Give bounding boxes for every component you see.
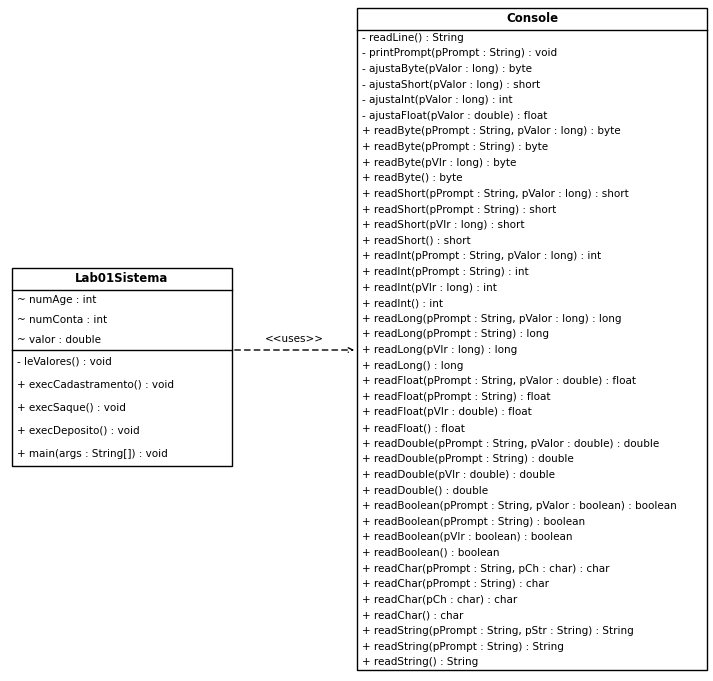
Text: + readFloat(pPrompt : String) : float: + readFloat(pPrompt : String) : float: [362, 392, 550, 402]
Text: + readLong() : long: + readLong() : long: [362, 361, 463, 370]
Text: + readShort(pVlr : long) : short: + readShort(pVlr : long) : short: [362, 220, 525, 230]
Text: + readString(pPrompt : String, pStr : String) : String: + readString(pPrompt : String, pStr : St…: [362, 626, 634, 636]
Text: ~ numAge : int: ~ numAge : int: [17, 295, 96, 305]
Text: + readFloat(pVlr : double) : float: + readFloat(pVlr : double) : float: [362, 407, 532, 417]
Text: + readDouble(pVlr : double) : double: + readDouble(pVlr : double) : double: [362, 470, 555, 480]
Text: + readInt(pPrompt : String, pValor : long) : int: + readInt(pPrompt : String, pValor : lon…: [362, 251, 601, 262]
Text: + readByte() : byte: + readByte() : byte: [362, 173, 463, 183]
Text: + readChar(pPrompt : String) : char: + readChar(pPrompt : String) : char: [362, 579, 549, 589]
Text: + readDouble(pPrompt : String) : double: + readDouble(pPrompt : String) : double: [362, 454, 574, 464]
Text: - ajustaFloat(pValor : double) : float: - ajustaFloat(pValor : double) : float: [362, 111, 548, 121]
Text: + readString() : String: + readString() : String: [362, 657, 478, 667]
Text: + readChar() : char: + readChar() : char: [362, 610, 463, 620]
Text: + readByte(pPrompt : String) : byte: + readByte(pPrompt : String) : byte: [362, 142, 548, 152]
Text: + readChar(pPrompt : String, pCh : char) : char: + readChar(pPrompt : String, pCh : char)…: [362, 564, 610, 573]
Text: + readFloat() : float: + readFloat() : float: [362, 423, 465, 433]
Text: + readBoolean(pPrompt : String) : boolean: + readBoolean(pPrompt : String) : boolea…: [362, 517, 585, 526]
Text: + readInt(pVlr : long) : int: + readInt(pVlr : long) : int: [362, 283, 497, 293]
Text: + readString(pPrompt : String) : String: + readString(pPrompt : String) : String: [362, 642, 564, 652]
Text: + readBoolean(pPrompt : String, pValor : boolean) : boolean: + readBoolean(pPrompt : String, pValor :…: [362, 501, 677, 511]
Text: - readLine() : String: - readLine() : String: [362, 33, 463, 43]
Text: + readBoolean(pVlr : boolean) : boolean: + readBoolean(pVlr : boolean) : boolean: [362, 533, 573, 542]
Text: + readChar(pCh : char) : char: + readChar(pCh : char) : char: [362, 595, 517, 605]
Text: - ajustaInt(pValor : long) : int: - ajustaInt(pValor : long) : int: [362, 95, 513, 106]
Bar: [357, 8, 707, 670]
Text: + readBoolean() : boolean: + readBoolean() : boolean: [362, 548, 500, 558]
Text: - ajustaShort(pValor : long) : short: - ajustaShort(pValor : long) : short: [362, 80, 540, 90]
Text: - ajustaByte(pValor : long) : byte: - ajustaByte(pValor : long) : byte: [362, 64, 532, 74]
Text: + readShort() : short: + readShort() : short: [362, 236, 471, 246]
Text: + readByte(pVlr : long) : byte: + readByte(pVlr : long) : byte: [362, 158, 516, 168]
Text: + execCadastramento() : void: + execCadastramento() : void: [17, 380, 174, 390]
Text: + readLong(pPrompt : String) : long: + readLong(pPrompt : String) : long: [362, 330, 549, 339]
Text: Console: Console: [506, 12, 558, 25]
Text: + execDeposito() : void: + execDeposito() : void: [17, 426, 140, 437]
Text: + readLong(pVlr : long) : long: + readLong(pVlr : long) : long: [362, 345, 517, 355]
Text: + readInt() : int: + readInt() : int: [362, 298, 443, 308]
Text: + readShort(pPrompt : String, pValor : long) : short: + readShort(pPrompt : String, pValor : l…: [362, 189, 629, 199]
Text: + execSaque() : void: + execSaque() : void: [17, 403, 126, 413]
Text: + readFloat(pPrompt : String, pValor : double) : float: + readFloat(pPrompt : String, pValor : d…: [362, 376, 636, 386]
Text: Lab01Sistema: Lab01Sistema: [76, 272, 169, 285]
Text: ~ numConta : int: ~ numConta : int: [17, 315, 107, 325]
Text: + readDouble(pPrompt : String, pValor : double) : double: + readDouble(pPrompt : String, pValor : …: [362, 439, 660, 449]
Text: - leValores() : void: - leValores() : void: [17, 357, 112, 366]
Text: + readByte(pPrompt : String, pValor : long) : byte: + readByte(pPrompt : String, pValor : lo…: [362, 127, 620, 136]
Text: + readDouble() : double: + readDouble() : double: [362, 486, 488, 496]
Text: + readShort(pPrompt : String) : short: + readShort(pPrompt : String) : short: [362, 204, 556, 215]
Text: ~ valor : double: ~ valor : double: [17, 335, 101, 345]
Text: + readInt(pPrompt : String) : int: + readInt(pPrompt : String) : int: [362, 267, 528, 277]
Bar: [12, 268, 232, 466]
Text: + main(args : String[]) : void: + main(args : String[]) : void: [17, 449, 168, 460]
Text: - printPrompt(pPrompt : String) : void: - printPrompt(pPrompt : String) : void: [362, 48, 557, 59]
Text: + readLong(pPrompt : String, pValor : long) : long: + readLong(pPrompt : String, pValor : lo…: [362, 314, 622, 323]
Text: <<uses>>: <<uses>>: [265, 334, 324, 344]
